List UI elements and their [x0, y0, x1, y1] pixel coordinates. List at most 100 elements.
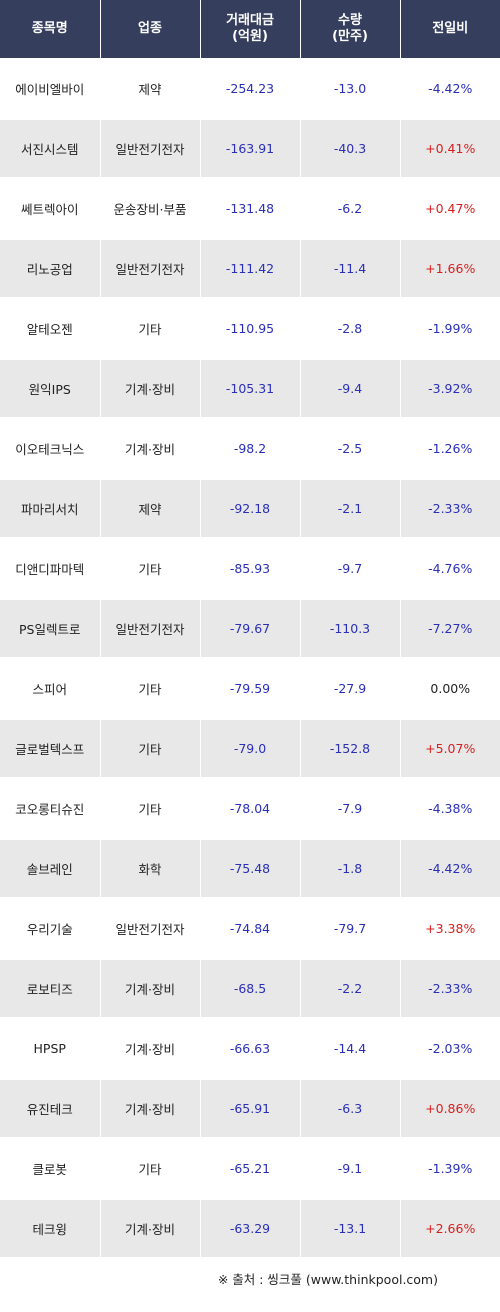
stock-name-cell: 우리기술: [0, 898, 101, 960]
stock-name-cell: 서진시스템: [0, 118, 101, 180]
table-row: 원익IPS 기계·장비 -105.31 -9.4 -3.92%: [0, 358, 500, 420]
sector-cell: 기타: [100, 1138, 201, 1200]
trade-amount-cell: -131.48: [200, 178, 301, 240]
quantity-cell: -11.4: [300, 238, 401, 300]
trade-amount-cell: -68.5: [200, 958, 301, 1020]
quantity-cell: -2.5: [300, 418, 401, 480]
table-row: 리노공업 일반전기전자 -111.42 -11.4 +1.66%: [0, 238, 500, 300]
stock-name-cell: 알테오젠: [0, 298, 101, 360]
quantity-cell: -14.4: [300, 1018, 401, 1080]
table-row: 코오롱티슈진 기타 -78.04 -7.9 -4.38%: [0, 778, 500, 840]
trade-amount-cell: -65.91: [200, 1078, 301, 1140]
sector-cell: 기계·장비: [100, 418, 201, 480]
stock-name-cell: 글로벌텍스프: [0, 718, 101, 780]
quantity-cell: -40.3: [300, 118, 401, 180]
sector-cell: 화학: [100, 838, 201, 900]
trade-amount-cell: -74.84: [200, 898, 301, 960]
trade-amount-cell: -254.23: [200, 59, 301, 120]
trade-amount-cell: -105.31: [200, 358, 301, 420]
trade-amount-cell: -65.21: [200, 1138, 301, 1200]
table-row: 유진테크 기계·장비 -65.91 -6.3 +0.86%: [0, 1078, 500, 1140]
change-cell: +0.86%: [400, 1078, 500, 1140]
quantity-cell: -2.8: [300, 298, 401, 360]
sector-cell: 제약: [100, 59, 201, 120]
trade-amount-cell: -98.2: [200, 418, 301, 480]
quantity-cell: -2.1: [300, 478, 401, 540]
change-cell: -4.42%: [400, 59, 500, 120]
stock-name-cell: 쎄트렉아이: [0, 178, 101, 240]
sector-cell: 일반전기전자: [100, 898, 201, 960]
quantity-cell: -6.2: [300, 178, 401, 240]
header-quantity: 수량 (만주): [300, 0, 401, 60]
sector-cell: 기계·장비: [100, 958, 201, 1020]
header-trade-amount: 거래대금 (억원): [200, 0, 301, 60]
sector-cell: 기타: [100, 718, 201, 780]
table-row: HPSP 기계·장비 -66.63 -14.4 -2.03%: [0, 1018, 500, 1080]
change-cell: -2.03%: [400, 1018, 500, 1080]
change-cell: -2.33%: [400, 478, 500, 540]
change-cell: +3.38%: [400, 898, 500, 960]
table-header-row: 종목명 업종 거래대금 (억원) 수량 (만주) 전일비: [0, 0, 500, 60]
trade-amount-cell: -66.63: [200, 1018, 301, 1080]
sector-cell: 기계·장비: [100, 1198, 201, 1260]
stock-name-cell: 에이비엘바이: [0, 59, 101, 120]
stock-name-cell: 테크윙: [0, 1198, 101, 1260]
stock-name-cell: HPSP: [0, 1018, 101, 1080]
header-trade-amount-label: 거래대금: [226, 13, 274, 28]
trade-amount-cell: -111.42: [200, 238, 301, 300]
quantity-cell: -110.3: [300, 598, 401, 660]
stock-name-cell: 클로봇: [0, 1138, 101, 1200]
sector-cell: 기계·장비: [100, 358, 201, 420]
change-cell: -4.38%: [400, 778, 500, 840]
sector-cell: 기타: [100, 658, 201, 720]
trade-amount-cell: -75.48: [200, 838, 301, 900]
trade-amount-cell: -79.67: [200, 598, 301, 660]
change-cell: +0.47%: [400, 178, 500, 240]
sector-cell: 기계·장비: [100, 1018, 201, 1080]
quantity-cell: -9.1: [300, 1138, 401, 1200]
quantity-cell: -79.7: [300, 898, 401, 960]
table-row: 스피어 기타 -79.59 -27.9 0.00%: [0, 658, 500, 720]
quantity-cell: -13.1: [300, 1198, 401, 1260]
trade-amount-cell: -92.18: [200, 478, 301, 540]
sector-cell: 일반전기전자: [100, 238, 201, 300]
change-cell: 0.00%: [400, 658, 500, 720]
stock-name-cell: 파마리서치: [0, 478, 101, 540]
change-cell: -4.42%: [400, 838, 500, 900]
header-trade-amount-unit: (억원): [232, 29, 268, 44]
change-cell: -2.33%: [400, 958, 500, 1020]
trade-amount-cell: -78.04: [200, 778, 301, 840]
header-quantity-unit: (만주): [332, 29, 368, 44]
header-sector: 업종: [100, 0, 201, 60]
sector-cell: 기타: [100, 298, 201, 360]
table-row: PS일렉트로 일반전기전자 -79.67 -110.3 -7.27%: [0, 598, 500, 660]
sector-cell: 일반전기전자: [100, 118, 201, 180]
table-row: 이오테크닉스 기계·장비 -98.2 -2.5 -1.26%: [0, 418, 500, 480]
table-row: 에이비엘바이 제약 -254.23 -13.0 -4.42%: [0, 59, 500, 120]
quantity-cell: -6.3: [300, 1078, 401, 1140]
table-row: 파마리서치 제약 -92.18 -2.1 -2.33%: [0, 478, 500, 540]
change-cell: -7.27%: [400, 598, 500, 660]
trade-amount-cell: -79.0: [200, 718, 301, 780]
header-quantity-label: 수량: [338, 13, 362, 28]
change-cell: -4.76%: [400, 538, 500, 600]
trade-amount-cell: -110.95: [200, 298, 301, 360]
sector-cell: 기타: [100, 778, 201, 840]
stock-name-cell: 코오롱티슈진: [0, 778, 101, 840]
sector-cell: 일반전기전자: [100, 598, 201, 660]
change-cell: +5.07%: [400, 718, 500, 780]
table-row: 테크윙 기계·장비 -63.29 -13.1 +2.66%: [0, 1198, 500, 1260]
trade-amount-cell: -63.29: [200, 1198, 301, 1260]
quantity-cell: -27.9: [300, 658, 401, 720]
change-cell: +0.41%: [400, 118, 500, 180]
quantity-cell: -13.0: [300, 59, 401, 120]
stock-table: 종목명 업종 거래대금 (억원) 수량 (만주) 전일비 에이비엘바이 제약 -25…: [0, 0, 500, 1260]
sector-cell: 제약: [100, 478, 201, 540]
source-note: ※ 출처 : 씽크풀 (www.thinkpool.com): [217, 1272, 438, 1287]
sector-cell: 기계·장비: [100, 1078, 201, 1140]
stock-name-cell: 원익IPS: [0, 358, 101, 420]
table-row: 글로벌텍스프 기타 -79.0 -152.8 +5.07%: [0, 718, 500, 780]
quantity-cell: -9.4: [300, 358, 401, 420]
table-row: 클로봇 기타 -65.21 -9.1 -1.39%: [0, 1138, 500, 1200]
